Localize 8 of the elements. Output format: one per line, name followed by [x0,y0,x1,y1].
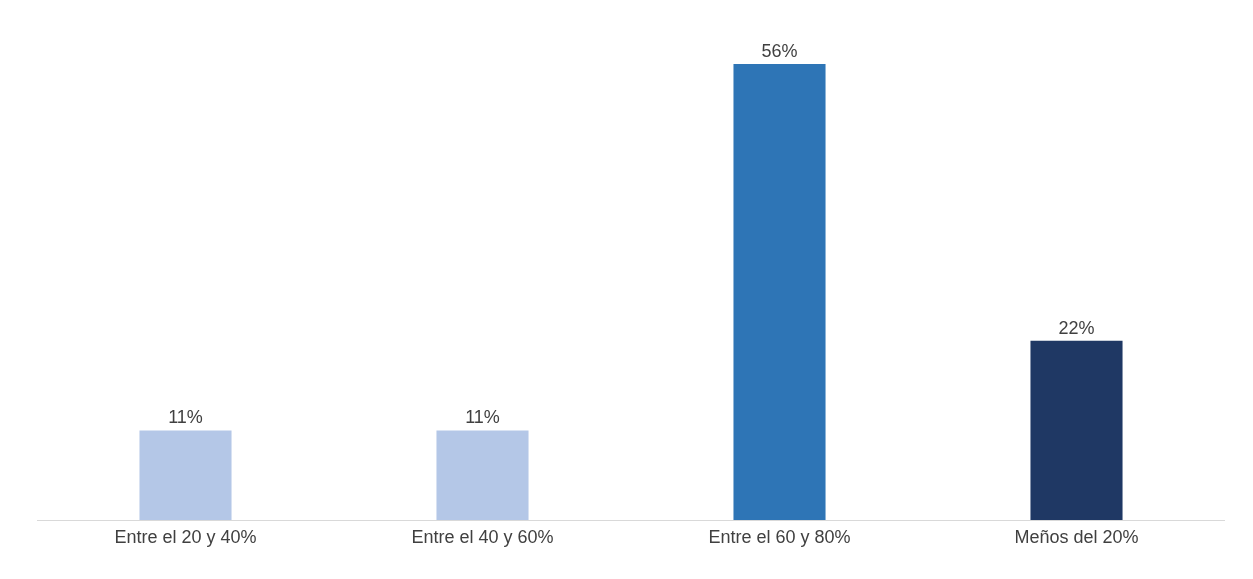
x-tick-label: Meños del 20% [1014,526,1139,547]
data-label: 22% [1058,317,1095,338]
x-tick-label: Entre el 60 y 80% [708,526,851,547]
x-tick-label: Entre el 20 y 40% [114,526,257,547]
data-label: 11% [465,407,500,428]
data-label: 11% [168,407,203,428]
x-tick-label: Entre el 40 y 60% [411,526,554,547]
data-label: 56% [761,41,798,61]
